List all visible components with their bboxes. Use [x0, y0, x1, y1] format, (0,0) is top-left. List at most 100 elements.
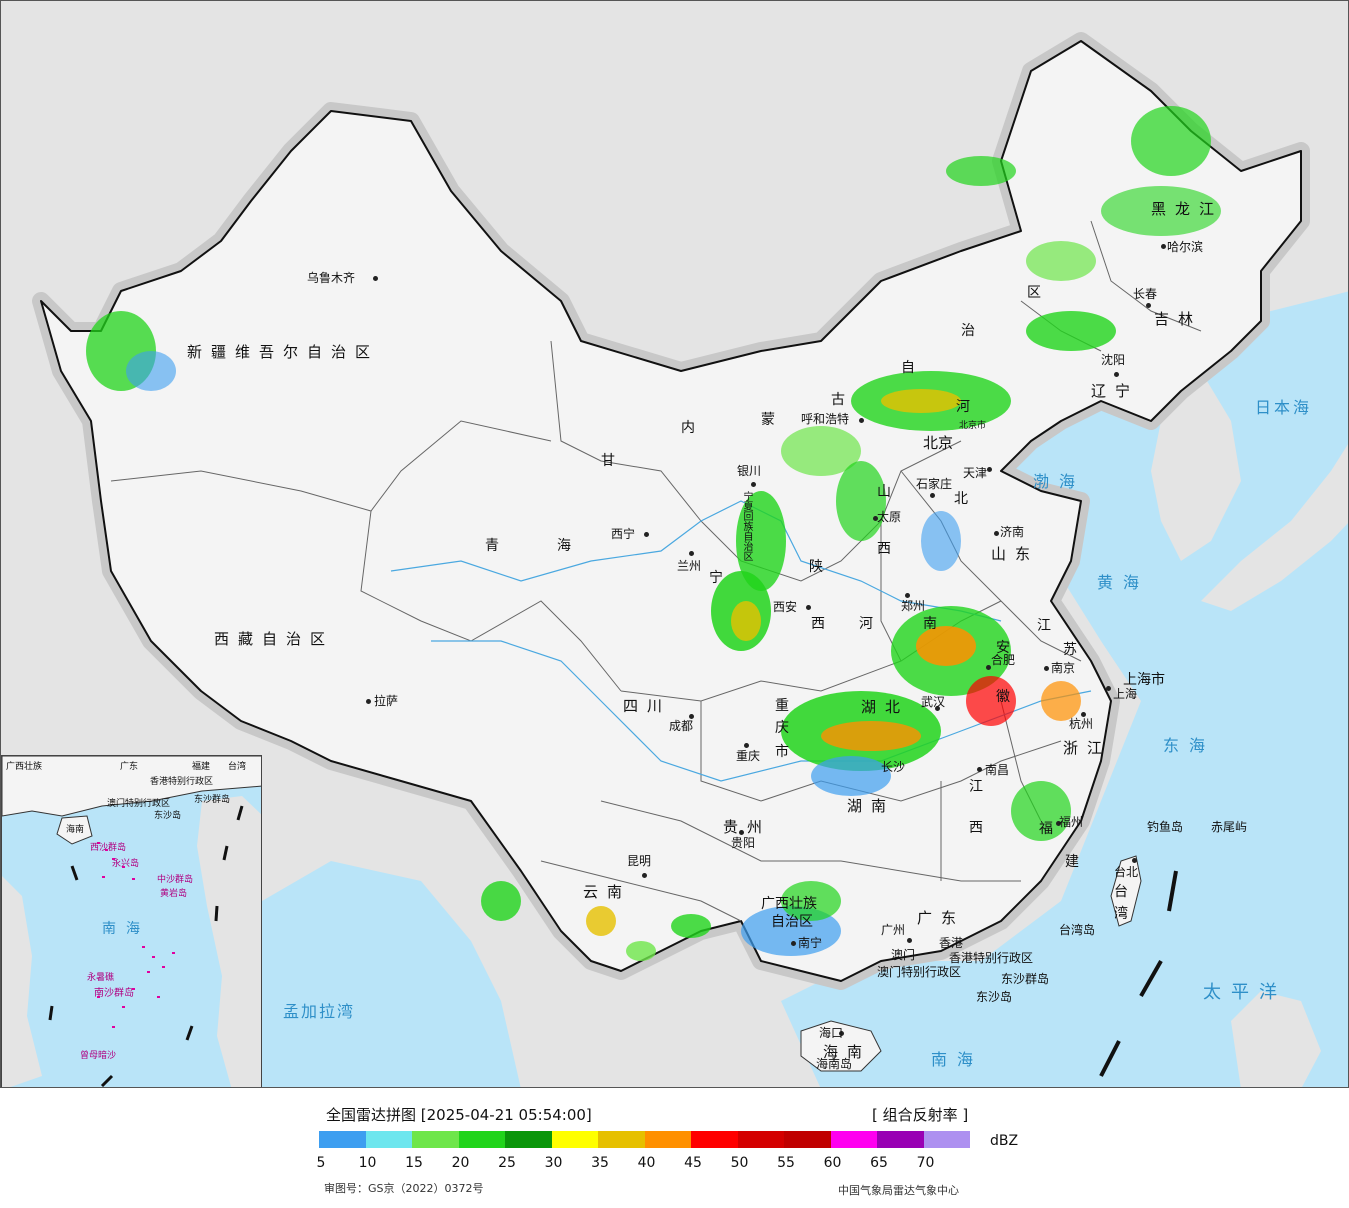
city-dot — [935, 706, 940, 711]
taiwan-island — [1110, 855, 1142, 927]
city-yinchuan: 银川 — [737, 464, 762, 478]
region-qinghai-2: 海 — [557, 538, 571, 554]
legend-product-name: [ 组合反射率 ] — [872, 1106, 969, 1124]
region-jiangsu-1: 江 — [1037, 618, 1051, 634]
legend-swatch — [830, 1131, 877, 1148]
inset-label: 东沙岛 — [154, 811, 182, 821]
city-nanjing: 南京 — [1051, 661, 1076, 675]
region-ningxia: 宁夏回族自治区 — [741, 491, 752, 561]
legend-swatch — [691, 1131, 738, 1148]
legend-swatch — [505, 1131, 552, 1148]
city-dot — [689, 551, 694, 556]
region-henan-2: 南 — [923, 616, 937, 632]
region-hainan: 海南 — [823, 1043, 872, 1061]
legend-swatch — [365, 1131, 412, 1148]
city-dot — [1146, 303, 1151, 308]
legend-swatch — [877, 1131, 924, 1148]
region-anhui-1: 安 — [996, 640, 1010, 656]
region-taiwan-2: 湾 — [1114, 906, 1128, 922]
city-lhasa: 拉萨 — [374, 694, 399, 708]
city-dot — [907, 938, 912, 943]
legend-tick-label: 25 — [498, 1155, 516, 1171]
inset-label: 香港特别行政区 — [150, 777, 214, 787]
region-ningxia-cut: 宁 — [709, 570, 723, 586]
city-dot — [1161, 244, 1166, 249]
region-shaanxi-1: 陕 — [809, 559, 823, 575]
legend-tick-label: 40 — [637, 1155, 656, 1171]
city-dot — [1044, 666, 1049, 671]
city-dot — [994, 531, 999, 536]
legend-swatch — [412, 1131, 459, 1148]
city-lanzhou: 兰州 — [677, 559, 702, 573]
inset-label: 东沙群岛 — [194, 795, 231, 805]
city-nanning: 南宁 — [798, 936, 823, 950]
map-review-number: 审图号：GS京（2022）0372号 — [324, 1182, 484, 1195]
legend-tick-label: 35 — [591, 1155, 609, 1171]
city-xian: 西安 — [773, 600, 798, 614]
legend-tick-label: 10 — [358, 1155, 377, 1171]
maritime-boundary — [1099, 870, 1178, 1077]
city-dot — [806, 605, 811, 610]
city-nanchang: 南昌 — [985, 763, 1010, 777]
region-nmg-2: 蒙 — [761, 412, 775, 428]
south-china-sea-inset: 广西壮族 广东 福建 台湾 香港特别行政区 澳门特别行政区 东沙群岛 东沙岛 海… — [1, 755, 262, 1087]
region-qinghai-1: 青 — [485, 538, 499, 554]
legend-tick-label: 50 — [730, 1155, 749, 1171]
city-dot — [791, 941, 796, 946]
inset-label: 澳门特别行政区 — [107, 799, 171, 809]
legend-swatch — [737, 1131, 784, 1148]
city-guangzhou: 广州 — [881, 923, 906, 937]
island-dongsha: 东沙岛 — [976, 990, 1013, 1004]
city-beijing-municipality: 北京市 — [959, 421, 987, 431]
city-dot — [739, 830, 744, 835]
city-dot — [986, 665, 991, 670]
sea-japan: 日本海 — [1255, 398, 1313, 417]
island-dongsha-group: 东沙群岛 — [1001, 972, 1050, 986]
inset-label: 广东 — [120, 762, 139, 772]
legend-tick-label: 65 — [870, 1155, 888, 1171]
region-heilongjiang: 黑龙江 — [1151, 200, 1224, 218]
island-taiwan: 台湾岛 — [1059, 923, 1096, 937]
legend-color-bar — [319, 1131, 970, 1148]
city-dot — [644, 532, 649, 537]
legend-title: 全国雷达拼图 [2025-04-21 05:54:00] — [326, 1106, 592, 1124]
city-guiyang: 贵阳 — [731, 836, 756, 850]
region-nmg-5: 治 — [961, 323, 975, 339]
city-dot — [689, 714, 694, 719]
island-chiwei: 赤尾屿 — [1211, 820, 1248, 834]
sea-bohai: 渤海 — [1033, 472, 1086, 491]
legend-swatch — [644, 1131, 691, 1148]
legend-swatch — [458, 1131, 505, 1148]
region-guangxi-2: 自治区 — [771, 914, 813, 930]
city-dot — [1106, 686, 1111, 691]
city-haikou: 海口 — [819, 1026, 844, 1040]
region-taiwan-1: 台 — [1114, 884, 1128, 900]
region-yunnan: 云南 — [583, 883, 632, 901]
legend-tick-label: 55 — [777, 1155, 795, 1171]
ocean-pacific: 太平洋 — [1203, 982, 1287, 1003]
city-urumqi: 乌鲁木齐 — [307, 271, 356, 285]
sea-nanhai: 南海 — [931, 1050, 984, 1069]
city-dot — [905, 593, 910, 598]
region-shaanxi-2: 西 — [811, 616, 825, 632]
legend-unit: dBZ — [990, 1133, 1019, 1149]
legend-swatch — [784, 1131, 831, 1148]
city-xining: 西宁 — [611, 527, 636, 541]
city-shijiazhuang: 石家庄 — [916, 477, 953, 491]
city-dot — [366, 699, 371, 704]
region-guangdong: 广东 — [917, 909, 966, 927]
sea-bay-bengal — [262, 861, 521, 1087]
city-shanghai: 上海 — [1113, 687, 1138, 701]
legend-swatch — [319, 1131, 366, 1148]
city-dot — [839, 1031, 844, 1036]
city-dot — [744, 743, 749, 748]
legend-swatch — [923, 1131, 970, 1148]
land-philippines — [1231, 991, 1321, 1087]
region-chongqing-3: 市 — [775, 744, 789, 760]
legend-swatch — [598, 1131, 645, 1148]
city-jinan: 济南 — [1000, 525, 1025, 539]
inset-label: 黄岩岛 — [160, 889, 188, 899]
region-hubei: 湖北 — [861, 698, 910, 716]
hainan-island — [800, 1020, 882, 1072]
region-shanghai: 上海市 — [1123, 672, 1165, 688]
